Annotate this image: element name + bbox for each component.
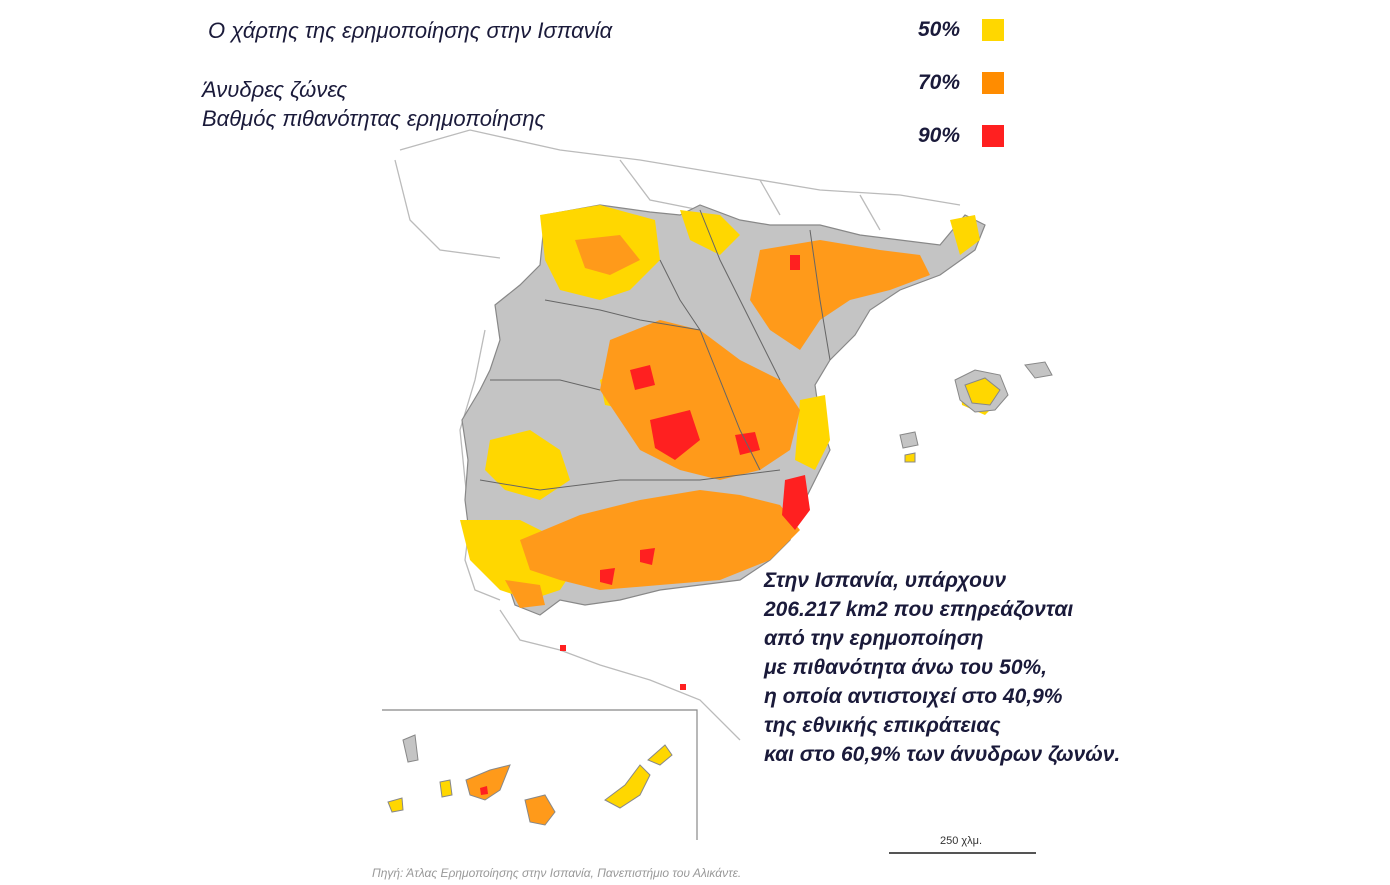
subtitle-probability: Βαθμός πιθανότητας ερημοποίησης (202, 106, 546, 131)
legend-swatch-orange (982, 72, 1004, 94)
legend-swatch-red (982, 125, 1004, 147)
canary-islands-inset (382, 709, 698, 840)
legend-item-50: 50% (918, 18, 1004, 42)
subtitle-arid-zones: Άνυδρες ζώνες (202, 77, 348, 102)
description-line: από την ερημοποίηση (764, 627, 984, 650)
description-line: Στην Ισπανία, υπάρχουν (764, 569, 1007, 592)
map-title: Ο χάρτης της ερημοποίησης στην Ισπανία (208, 18, 613, 43)
description-line: με πιθανότητα άνω του 50%, (764, 656, 1048, 679)
source-caption: Πηγή: Άτλας Ερημοποίησης στην Ισπανία, Π… (372, 866, 742, 880)
description-text: Στην Ισπανία, υπάρχουν 206.217 km2 που ε… (764, 566, 1120, 769)
balearic-islands (899, 361, 1053, 463)
legend-label: 50% (918, 18, 961, 41)
description-line: 206.217 km2 που επηρεάζονται (764, 598, 1074, 621)
legend-item-90: 90% (918, 124, 1004, 148)
description-line: η οποία αντιστοιχεί στο 40,9% (764, 685, 1063, 708)
zone-90-percent (560, 255, 810, 690)
description-line: της εθνικής επικράτειας (764, 714, 1001, 737)
scale-label: 250 χλμ. (940, 835, 983, 847)
region-borders (479, 209, 831, 491)
legend-swatch-yellow (982, 19, 1004, 41)
legend-label: 90% (918, 124, 961, 147)
scale-bar (889, 852, 1036, 854)
description-line: και στο 60,9% των άνυδρων ζωνών. (764, 743, 1121, 766)
legend-label: 70% (918, 71, 961, 94)
legend-item-70: 70% (918, 71, 1004, 95)
